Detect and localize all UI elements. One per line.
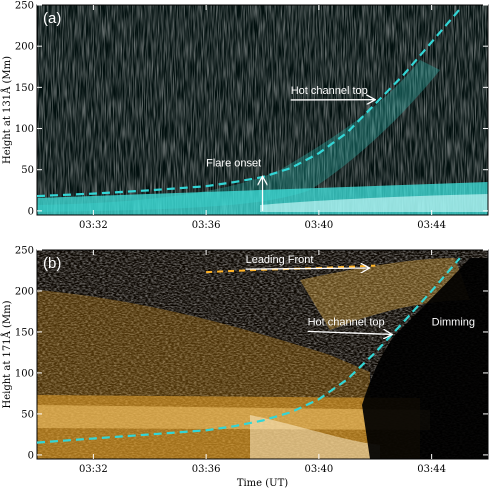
panel-b-y-axis-label: Height at 171Å (Mm) — [1, 300, 13, 408]
annotation-label: Dimming — [432, 316, 475, 328]
x-tick-label: 03:32 — [79, 220, 108, 231]
y-tick-label: 50 — [21, 165, 34, 176]
x-tick-label: 03:44 — [417, 464, 446, 475]
panel-b-leading-front-glow — [300, 258, 470, 330]
y-tick-label: 200 — [15, 42, 34, 53]
annotation-label: Leading Front — [246, 254, 314, 266]
y-tick-label: 50 — [21, 409, 34, 420]
panel-b-annotations: Leading Front Hot channel top Dimming — [245, 254, 475, 334]
x-tick-label: 03:36 — [192, 464, 221, 475]
panel-a-emission — [37, 5, 488, 215]
panel-a-axes: 03:32 03:36 03:40 03:44 0 50 100 150 200 250 — [15, 1, 488, 231]
y-tick-label: 250 — [15, 1, 34, 12]
panel-b-dimming-region — [362, 258, 488, 459]
y-tick-label: 250 — [15, 246, 34, 257]
panel-a-y-axis-label: Height at 131Å (Mm) — [1, 56, 13, 164]
panel-b-frame — [36, 249, 489, 460]
annotation-label: Flare onset — [206, 157, 261, 169]
panel-b-label: (b) — [43, 255, 61, 272]
x-axis-label: Time (UT) — [237, 478, 288, 489]
y-tick-label: 200 — [15, 286, 34, 297]
x-tick-label: 03:32 — [79, 464, 108, 475]
annotation-label: Hot channel top — [308, 316, 385, 328]
panel-a-annotations: Hot channel top Flare onset — [206, 85, 375, 211]
y-tick-label: 100 — [15, 124, 34, 135]
annotation-label: Hot channel top — [291, 85, 368, 97]
annotation-arrow — [307, 331, 393, 334]
panel-b-axes: 03:32 03:36 03:40 03:44 0 50 100 150 200 250 — [15, 246, 488, 475]
x-tick-label: 03:44 — [417, 220, 446, 231]
panel-a-channel-emission — [37, 60, 440, 212]
x-tick-label: 03:36 — [192, 220, 221, 231]
panel-b-emission — [37, 250, 488, 459]
panel-a-hot-channel-curve — [36, 8, 461, 198]
y-tick-label: 0 — [28, 450, 34, 461]
y-tick-label: 150 — [15, 327, 34, 338]
panel-a-label: (a) — [43, 10, 61, 27]
x-tick-label: 03:40 — [304, 464, 333, 475]
panel-a-frame — [36, 4, 489, 216]
y-tick-label: 150 — [15, 83, 34, 94]
y-tick-label: 0 — [28, 206, 34, 217]
y-tick-label: 100 — [15, 368, 34, 379]
annotation-arrow — [245, 268, 370, 269]
x-tick-label: 03:40 — [304, 220, 333, 231]
